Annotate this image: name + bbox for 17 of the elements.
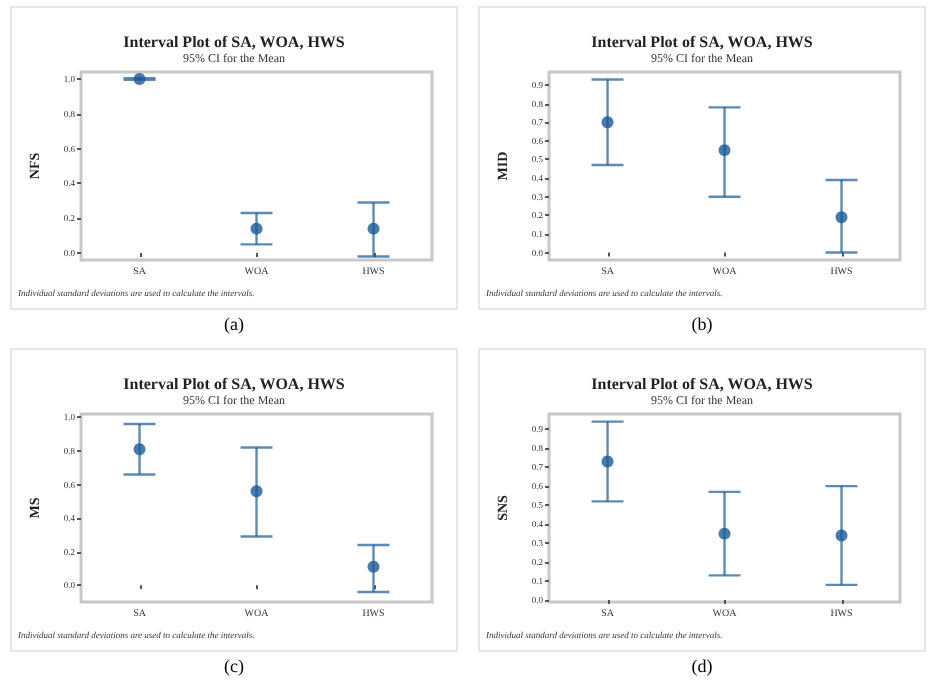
point — [718, 143, 731, 156]
point — [835, 528, 848, 541]
point — [367, 559, 380, 572]
text: (b) — [691, 313, 713, 333]
point — [835, 210, 848, 223]
point — [133, 442, 146, 455]
text: (a) — [224, 313, 244, 333]
text: (c) — [224, 655, 244, 675]
point — [601, 115, 614, 128]
text: (d) — [691, 655, 713, 675]
chart-title: Interval Plot of SA, WOA, HWS — [123, 32, 346, 50]
point — [250, 484, 263, 497]
chart-title: Interval Plot of SA, WOA, HWS — [123, 374, 346, 392]
chart-title: Interval Plot of SA, WOA, HWS — [591, 32, 814, 50]
point — [718, 526, 731, 539]
chart-title: Interval Plot of SA, WOA, HWS — [591, 374, 814, 392]
point — [601, 454, 614, 467]
